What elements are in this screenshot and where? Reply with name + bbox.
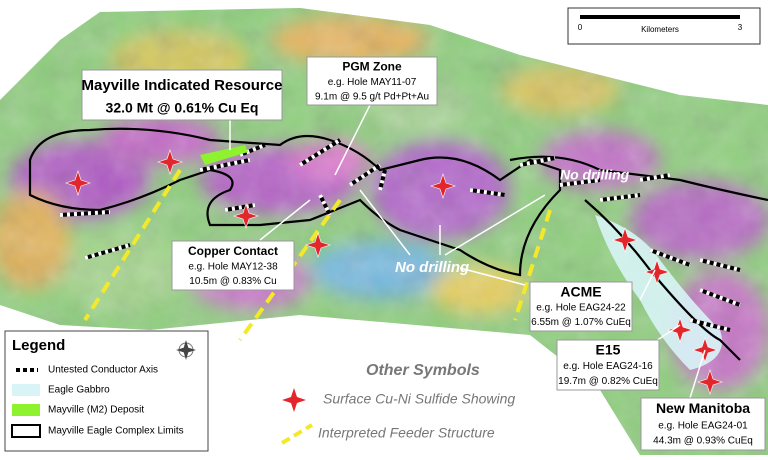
callout: Mayville Indicated Resource 32.0 Mt @ 0.6… xyxy=(81,69,283,121)
scale-unit: Kilometers xyxy=(641,25,679,34)
callout-box xyxy=(556,339,660,391)
sulfide-showing xyxy=(233,203,259,229)
sulfide-showing xyxy=(157,149,183,175)
star-symbol xyxy=(282,388,306,412)
other-symbols: Other Symbols Surface Cu-Ni Sulfide Show… xyxy=(280,362,515,445)
callout-box xyxy=(81,69,283,121)
callout-line: e.g. Hole EAG24-22 xyxy=(536,303,626,314)
callout-line: e.g. Hole EAG24-01 xyxy=(658,420,748,431)
callout-title: ACME xyxy=(560,283,601,299)
callout: PGM Zone e.g. Hole MAY11-07 9.1m @ 9.5 g/t… xyxy=(306,56,438,106)
callout-title: Mayville Indicated Resource xyxy=(82,77,283,94)
scale-bar: 0 3 Kilometers xyxy=(567,7,761,45)
legend: Legend Untested Conductor Axis Eagle Gab… xyxy=(4,330,209,452)
callout: Copper Contact e.g. Hole MAY12-38 10.5m @ … xyxy=(171,240,295,291)
legend-item: Mayville (M2) Deposit xyxy=(48,405,144,416)
callout-title: E15 xyxy=(596,342,621,358)
other-symbol-item: Surface Cu-Ni Sulfide Showing xyxy=(323,391,515,407)
callout-box xyxy=(306,56,438,106)
conductor-axes xyxy=(58,138,742,332)
legend-item: Eagle Gabbro xyxy=(48,385,110,396)
callout-line: 6.55m @ 1.07% CuEq xyxy=(531,317,631,328)
callout: New Manitoba e.g. Hole EAG24-01 44.3m @ 0.… xyxy=(640,397,766,451)
callout-line: e.g. Hole MAY11-07 xyxy=(328,77,417,88)
callout-box xyxy=(640,397,766,451)
sulfide-showing xyxy=(697,369,723,395)
callout-line: 44.3m @ 0.93% CuEq xyxy=(653,436,753,447)
annotation: No drilling xyxy=(560,167,630,183)
callout-line: e.g. Hole MAY12-38 xyxy=(188,262,278,273)
other-symbol-item: Interpreted Feeder Structure xyxy=(318,425,495,441)
sulfide-showing xyxy=(667,317,693,343)
callout: E15 e.g. Hole EAG24-16 19.7m @ 0.82% CuEq xyxy=(556,339,660,391)
other-symbols-title: Other Symbols xyxy=(366,362,480,379)
scale-end: 3 xyxy=(738,23,743,32)
callout-title: PGM Zone xyxy=(342,60,402,74)
sulfide-showing xyxy=(305,232,331,258)
mayville-deposit xyxy=(200,145,248,165)
legend-item: Untested Conductor Axis xyxy=(48,365,158,376)
callout-line: 19.7m @ 0.82% CuEq xyxy=(558,376,658,387)
sulfide-showing xyxy=(644,259,670,285)
callout: ACME e.g. Hole EAG24-22 6.55m @ 1.07% CuEq xyxy=(529,281,633,332)
callout-line: e.g. Hole EAG24-16 xyxy=(563,361,653,372)
legend-item: Mayville Eagle Complex Limits xyxy=(48,426,184,437)
annotation: No drilling xyxy=(395,259,469,276)
sulfide-showing xyxy=(65,170,91,196)
legend-title: Legend xyxy=(12,337,65,354)
scale-start: 0 xyxy=(578,23,583,32)
sulfide-showing xyxy=(430,173,456,199)
callout-box xyxy=(171,240,295,291)
callout-box xyxy=(529,281,633,332)
callout-line: 32.0 Mt @ 0.61% Cu Eq xyxy=(106,99,259,115)
callout-title: New Manitoba xyxy=(656,400,750,416)
callout-title: Copper Contact xyxy=(188,244,278,258)
callout-line: 10.5m @ 0.83% Cu xyxy=(189,276,276,287)
sulfide-showing xyxy=(612,227,638,253)
eagle-gabbro xyxy=(595,215,722,370)
callout-line: 9.1m @ 9.5 g/t Pd+Pt+Au xyxy=(315,91,429,102)
